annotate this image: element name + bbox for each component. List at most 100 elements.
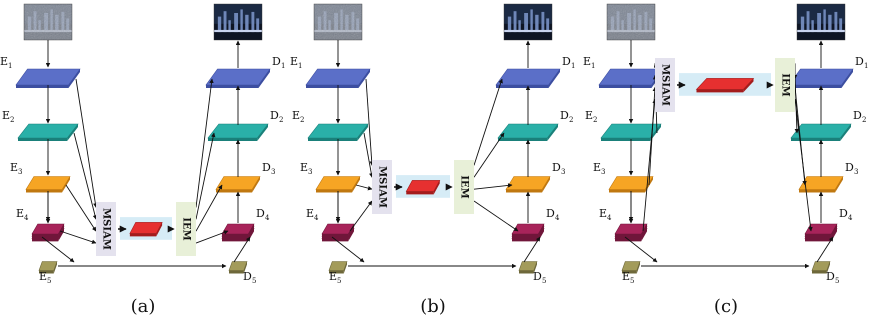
label-d5: D: [243, 270, 252, 283]
label-e4-sub: 4: [314, 214, 319, 222]
msiam-in-3: [355, 184, 373, 191]
iem-out-3: [195, 184, 223, 232]
iem-box: [176, 202, 196, 256]
encoder-slab-3: [608, 176, 654, 193]
label-e3: E: [300, 161, 308, 174]
label-e4-sub: 4: [24, 214, 29, 222]
encoder-slab-5: [328, 261, 348, 274]
encoder-slab-2: [600, 123, 662, 141]
label-e1-sub: 1: [591, 62, 595, 70]
label-d5-sub: 5: [542, 277, 546, 285]
decoder-slab-2: [207, 123, 269, 141]
e4-e5-arrow-2: [624, 236, 658, 263]
msiam-in-4: [349, 200, 373, 232]
msiam-box: [372, 160, 392, 214]
output-image-0: [213, 3, 263, 41]
label-d1-sub: 1: [864, 62, 868, 70]
iem-module: IEM: [454, 160, 474, 214]
decoder-slab-3: [505, 176, 551, 193]
label-d1-sub: 1: [571, 62, 575, 70]
decoder-slab-3: [798, 176, 844, 193]
label-e1-sub: 1: [8, 62, 12, 70]
iem-out-1: [195, 78, 214, 208]
iem-module: IEM: [176, 202, 196, 256]
iem-out-1: [473, 78, 503, 166]
encoder-slab-1: [15, 68, 81, 88]
d5-d4-arrow-2: [816, 236, 834, 263]
label-e5: E: [329, 270, 337, 283]
encoder-slab-5: [38, 261, 58, 274]
decoder-slab-1: [788, 68, 854, 88]
decoder-slab-5: [228, 261, 248, 274]
msiam-in-1: [75, 78, 98, 208]
iem-out-4: [794, 98, 813, 232]
encoder-slab-2: [17, 123, 79, 141]
caption-1: (b): [420, 296, 446, 317]
msiam-module: MSIAM: [96, 202, 116, 256]
label-e1-sub: 1: [298, 62, 302, 70]
label-d5-sub: 5: [252, 277, 256, 285]
e4-e5-arrow-0: [41, 236, 75, 263]
label-e5-sub: 5: [337, 277, 341, 285]
iem-label: IEM: [459, 175, 470, 198]
label-d3: D: [262, 161, 271, 174]
e4-e5-arrow-1: [331, 236, 365, 263]
label-e4: E: [599, 207, 607, 220]
label-d3: D: [845, 161, 854, 174]
decoder-slab-2: [790, 123, 852, 141]
encoder-slab-4: [614, 223, 648, 242]
d5-d4-arrow-1: [523, 236, 541, 263]
label-d1: D: [562, 55, 571, 68]
iem-box: [775, 58, 795, 112]
decoder-slab-4: [221, 223, 255, 242]
iem-label: IEM: [181, 217, 192, 240]
label-d5: D: [826, 270, 835, 283]
msiam-module: MSIAM: [655, 58, 675, 112]
label-e2-sub: 2: [593, 116, 597, 124]
caption-0: (a): [131, 296, 156, 317]
label-d2-sub: 2: [862, 116, 866, 124]
label-e2: E: [585, 109, 593, 122]
d5-d4-arrow-0: [233, 236, 251, 263]
encoder-slab-3: [25, 176, 71, 193]
msiam-label: MSIAM: [101, 208, 112, 250]
label-e4: E: [16, 207, 24, 220]
label-d4: D: [839, 207, 848, 220]
encoder-slab-3: [315, 176, 361, 193]
msiam-in-3: [65, 184, 97, 232]
label-e3: E: [593, 161, 601, 174]
label-e4-sub: 4: [607, 214, 612, 222]
decoder-slab-5: [518, 261, 538, 274]
iem-out-2: [195, 132, 216, 220]
label-d3-sub: 3: [854, 168, 858, 176]
label-d1: D: [855, 55, 864, 68]
label-d3-sub: 3: [561, 168, 565, 176]
iem-module: IEM: [775, 58, 795, 112]
encoder-slab-4: [31, 223, 65, 242]
decoder-slab-4: [511, 223, 545, 242]
label-e3-sub: 3: [18, 168, 22, 176]
label-e1: E: [583, 55, 591, 68]
label-e3-sub: 3: [308, 168, 312, 176]
label-d4: D: [256, 207, 265, 220]
bottleneck-slab: [129, 222, 163, 237]
iem-out-4: [195, 230, 229, 244]
msiam-in-2: [73, 132, 98, 220]
decoder-slab-5: [811, 261, 831, 274]
label-e2-sub: 2: [10, 116, 14, 124]
label-e2: E: [292, 109, 300, 122]
msiam-in-4: [642, 98, 657, 232]
label-d2-sub: 2: [569, 116, 573, 124]
input-image-2: [606, 3, 656, 41]
label-d4-sub: 4: [848, 214, 853, 222]
msiam-box: [655, 58, 675, 112]
encoder-slab-5: [621, 261, 641, 274]
msiam-in-1: [365, 78, 374, 166]
output-image-1: [503, 3, 553, 41]
label-d5-sub: 5: [835, 277, 839, 285]
label-e4: E: [306, 207, 314, 220]
